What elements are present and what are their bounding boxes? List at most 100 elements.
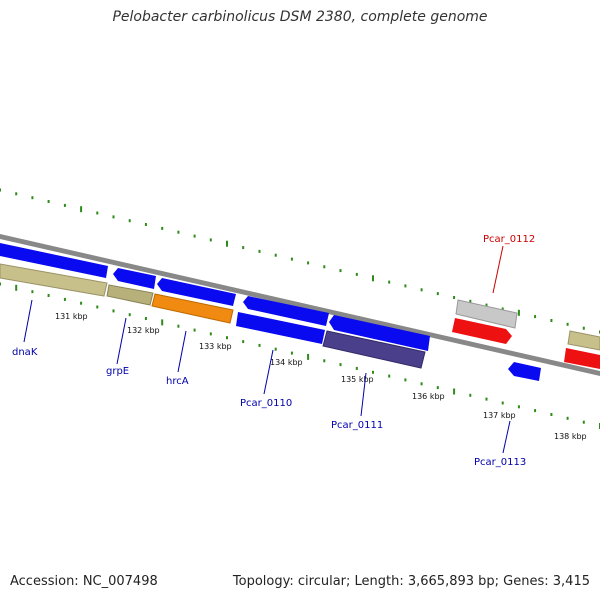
leader-pcar0113 (502, 420, 511, 454)
minor-tick (209, 332, 212, 336)
minor-tick (388, 280, 391, 284)
minor-tick (307, 261, 310, 265)
map-title: Pelobacter carbinolicus DSM 2380, comple… (112, 9, 488, 25)
minor-tick (469, 299, 472, 303)
outer-tick-ring (0, 188, 600, 334)
gene-block-gray (455, 299, 518, 329)
minor-tick (0, 282, 1, 286)
leader-hrca (177, 330, 187, 373)
minor-tick (242, 246, 245, 250)
minor-tick (534, 409, 537, 413)
minor-tick (355, 366, 358, 370)
minor-tick (485, 397, 488, 401)
minor-tick (242, 340, 245, 344)
gene-label-pcar0112: Pcar_0112 (483, 234, 535, 245)
minor-tick (193, 328, 196, 332)
major-tick (15, 284, 18, 291)
minor-tick (501, 307, 504, 311)
gene-label-dnak: dnaK (12, 347, 38, 358)
gene-label-pcar0110: Pcar_0110 (240, 398, 292, 409)
minor-tick (128, 219, 131, 223)
minor-tick (404, 378, 407, 382)
minor-tick (582, 420, 585, 424)
gene-label-grpe: grpE (106, 366, 129, 377)
tick-label: 132 kbp (127, 326, 160, 335)
minor-tick (485, 303, 488, 307)
minor-tick (112, 215, 115, 219)
gene-labels: dnaK grpE hrcA Pcar_0110 Pcar_0111 Pcar_… (12, 234, 535, 468)
leader-dnak (23, 299, 33, 343)
minor-tick (112, 309, 115, 313)
minor-tick (31, 290, 34, 294)
tick-labels: 131 kbp 132 kbp 133 kbp 134 kbp 135 kbp … (55, 312, 587, 441)
minor-tick (323, 359, 326, 363)
topology-text: Topology: circular; Length: 3,665,893 bp… (232, 574, 590, 589)
minor-tick (566, 416, 569, 420)
tick-label: 138 kbp (554, 432, 587, 441)
minor-tick (290, 257, 293, 261)
minor-tick (226, 336, 228, 340)
minor-tick (436, 292, 439, 296)
minor-tick (144, 317, 147, 320)
gene-block-red-right (564, 348, 600, 369)
accession-text: Accession: NC_007498 (10, 574, 158, 589)
feature-blocks (0, 243, 600, 381)
gene-block-dnak (0, 243, 108, 278)
minor-tick (47, 294, 50, 297)
major-tick (517, 309, 520, 316)
leader-pcar0112 (492, 245, 504, 294)
backbone (0, 234, 600, 376)
minor-tick (534, 315, 537, 319)
minor-tick (80, 301, 83, 305)
minor-tick (517, 405, 520, 409)
minor-tick (63, 203, 66, 207)
gene-block-pcar0112 (452, 318, 512, 344)
minor-tick (339, 269, 342, 273)
minor-tick (63, 297, 66, 301)
minor-tick (566, 322, 569, 326)
minor-tick (96, 211, 99, 215)
minor-tick (550, 413, 553, 416)
tick-label: 136 kbp (412, 392, 445, 401)
gene-label-pcar0111: Pcar_0111 (331, 420, 383, 431)
leader-pcar0110 (263, 349, 274, 395)
gene-block-pcar0113 (508, 362, 541, 381)
minor-tick (404, 284, 407, 288)
tick-label: 137 kbp (483, 411, 516, 420)
minor-tick (323, 265, 326, 269)
gene-block-khaki-right (567, 330, 600, 351)
minor-tick (193, 234, 196, 238)
leader-pcar0111 (360, 372, 367, 417)
tick-label: 133 kbp (199, 342, 232, 351)
minor-tick (144, 223, 147, 226)
minor-tick (177, 230, 180, 234)
minor-tick (209, 238, 212, 242)
minor-tick (96, 305, 99, 309)
gene-block-pcar0111 (329, 315, 430, 351)
minor-tick (582, 326, 585, 330)
cds-block-khaki-2 (106, 284, 154, 306)
tick-label: 135 kbp (341, 375, 374, 384)
gene-label-hrca: hrcA (166, 376, 189, 387)
minor-tick (420, 382, 423, 386)
gene-label-pcar0113: Pcar_0113 (474, 457, 526, 468)
minor-tick (372, 370, 374, 374)
cds-block-blue (236, 312, 325, 344)
inner-tick-ring (0, 282, 600, 429)
minor-tick (258, 249, 261, 253)
tick-label: 131 kbp (55, 312, 88, 321)
tick-label: 134 kbp (270, 358, 303, 367)
major-tick (80, 206, 83, 213)
minor-tick (274, 347, 277, 351)
minor-tick (15, 192, 18, 196)
minor-tick (47, 200, 50, 203)
major-tick (161, 319, 164, 326)
major-tick (372, 275, 374, 282)
minor-tick (355, 272, 358, 276)
gene-block-hrca (157, 278, 236, 306)
leader-lines (23, 245, 511, 454)
minor-tick (436, 386, 439, 390)
minor-tick (550, 319, 553, 322)
major-tick (226, 240, 228, 247)
minor-tick (501, 401, 504, 405)
